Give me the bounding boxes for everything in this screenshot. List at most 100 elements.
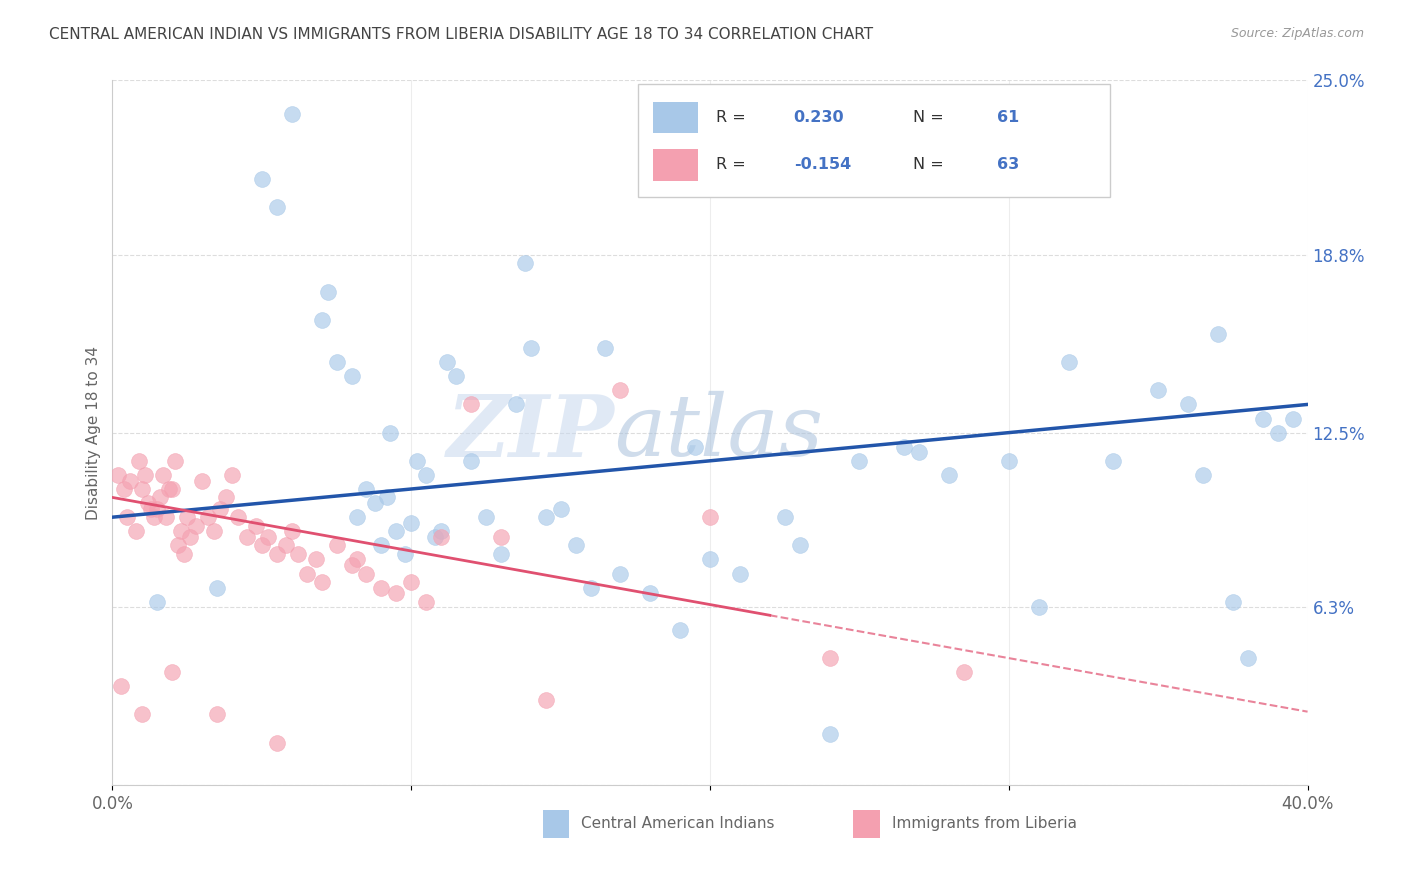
Point [110, 679, 132, 693]
Point [1147, 384, 1170, 398]
Point [385, 586, 408, 600]
Point [773, 510, 796, 524]
Point [564, 538, 586, 552]
Point [120, 474, 142, 488]
Point [818, 651, 841, 665]
Point [505, 397, 527, 411]
Point [340, 558, 363, 573]
Point [274, 538, 297, 552]
Point [370, 581, 392, 595]
Point [266, 547, 288, 561]
Point [281, 107, 304, 121]
Point [1267, 425, 1289, 440]
Point [186, 518, 208, 533]
Point [157, 482, 180, 496]
Point [1281, 411, 1303, 425]
Point [250, 538, 273, 552]
Point [380, 425, 402, 440]
Point [1028, 600, 1050, 615]
Point [146, 595, 169, 609]
Point [134, 467, 156, 482]
Point [149, 491, 172, 505]
Point [152, 467, 174, 482]
Point [377, 491, 399, 505]
Point [173, 547, 195, 561]
Point [125, 524, 148, 539]
Point [595, 341, 617, 355]
Point [406, 454, 429, 468]
Point [520, 341, 543, 355]
Point [146, 501, 169, 516]
Point [699, 510, 721, 524]
Point [460, 397, 482, 411]
Point [162, 665, 183, 680]
Point [311, 574, 333, 589]
Point [394, 547, 416, 561]
Point [346, 510, 368, 524]
Text: Immigrants from Liberia: Immigrants from Liberia [891, 816, 1077, 831]
Point [475, 510, 498, 524]
Point [460, 454, 482, 468]
Point [202, 524, 225, 539]
Point [138, 496, 160, 510]
Point [534, 693, 557, 707]
Point [415, 595, 437, 609]
Point [401, 516, 423, 530]
Point [998, 454, 1021, 468]
Point [165, 454, 187, 468]
Point [356, 482, 378, 496]
Text: atlas: atlas [614, 392, 824, 474]
Text: -0.154: -0.154 [794, 157, 851, 172]
Point [311, 313, 333, 327]
Text: Central American Indians: Central American Indians [581, 816, 775, 831]
Bar [853, 810, 880, 838]
Point [728, 566, 751, 581]
Point [579, 581, 602, 595]
Point [325, 538, 347, 552]
Text: 63: 63 [997, 157, 1019, 172]
Point [131, 707, 153, 722]
Point [155, 510, 177, 524]
Point [908, 445, 931, 459]
Text: 0.230: 0.230 [794, 110, 845, 125]
Text: N =: N = [914, 110, 949, 125]
Point [287, 547, 309, 561]
Point [364, 496, 387, 510]
Text: CENTRAL AMERICAN INDIAN VS IMMIGRANTS FROM LIBERIA DISABILITY AGE 18 TO 34 CORRE: CENTRAL AMERICAN INDIAN VS IMMIGRANTS FR… [49, 27, 873, 42]
Point [401, 574, 423, 589]
Text: R =: R = [716, 110, 751, 125]
Point [609, 566, 631, 581]
Point [176, 510, 198, 524]
Point [215, 491, 238, 505]
Point [340, 369, 363, 384]
Point [1222, 595, 1244, 609]
Point [128, 454, 150, 468]
Point [534, 510, 557, 524]
Text: 61: 61 [997, 110, 1019, 125]
Point [205, 707, 228, 722]
Point [489, 530, 512, 544]
Point [107, 467, 129, 482]
Point [436, 355, 458, 369]
Point [245, 518, 267, 533]
Point [513, 256, 536, 270]
Point [205, 581, 228, 595]
Point [250, 172, 273, 186]
Point [167, 538, 190, 552]
Point [162, 482, 183, 496]
Point [295, 566, 318, 581]
Point [266, 736, 288, 750]
Point [281, 524, 304, 539]
Point [370, 538, 392, 552]
Point [699, 552, 721, 566]
Point [170, 524, 193, 539]
FancyBboxPatch shape [638, 84, 1111, 196]
Point [305, 552, 328, 566]
Point [848, 454, 870, 468]
Bar [543, 810, 569, 838]
Point [1177, 397, 1199, 411]
Point [197, 510, 219, 524]
Point [257, 530, 280, 544]
Point [114, 482, 135, 496]
Point [266, 200, 288, 214]
